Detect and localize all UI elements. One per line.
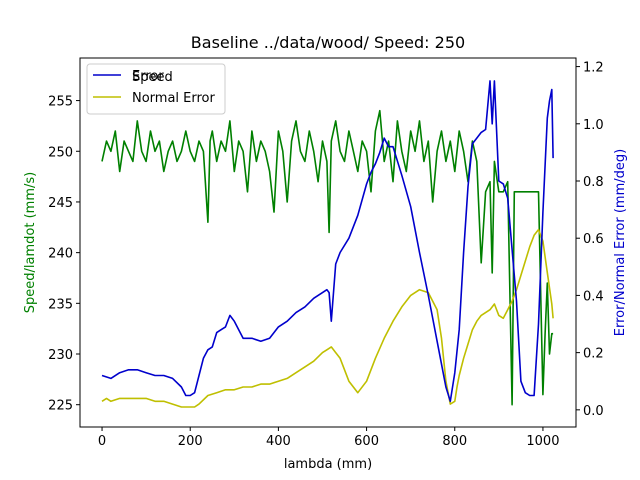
right-y-tick-label: 1.2 (583, 61, 604, 76)
x-tick-label: 400 (266, 434, 291, 449)
left-y-tick-label: 255 (48, 95, 73, 110)
x-axis: 0 200 400 600 800 1000 (98, 427, 559, 449)
right-y-tick-label: 0.8 (583, 175, 604, 190)
left-y-axis-label: Speed/lamdot (mm/s) (23, 172, 38, 313)
series-line-error (101, 80, 554, 403)
left-y-tick-label: 250 (48, 145, 73, 160)
series-layer (101, 80, 554, 408)
right-y-axis: 0.0 0.2 0.4 0.6 0.8 1.0 1.2 (576, 61, 604, 419)
legend: Speed Error Normal Error (86, 63, 226, 115)
x-tick-label: 800 (442, 434, 467, 449)
legend-hidden-entry-label: Speed (132, 70, 173, 85)
x-tick-label: 600 (354, 434, 379, 449)
series-line-speed (101, 109, 554, 406)
left-y-tick-label: 230 (48, 348, 73, 363)
x-tick-label: 0 (98, 434, 106, 449)
chart-title: Baseline ../data/wood/ Speed: 250 (191, 33, 465, 52)
x-tick-label: 200 (178, 434, 203, 449)
right-y-tick-label: 1.0 (583, 118, 604, 133)
right-y-tick-label: 0.6 (583, 232, 604, 247)
series-line-normal-error (101, 228, 554, 408)
legend-label-error: Error (132, 69, 164, 84)
right-y-tick-label: 0.2 (583, 347, 604, 362)
x-axis-label: lambda (mm) (284, 457, 372, 472)
left-y-tick-label: 245 (48, 196, 73, 211)
legend-box (86, 63, 226, 115)
x-tick-label: 1000 (526, 434, 559, 449)
left-y-tick-label: 235 (48, 297, 73, 312)
left-y-axis: 225 230 235 240 245 250 255 (48, 95, 80, 414)
right-y-axis-label: Error/Normal Error (mm/deg) (613, 149, 628, 336)
right-y-tick-label: 0.0 (583, 404, 604, 419)
plot-area-frame (79, 57, 577, 428)
left-y-tick-label: 240 (48, 247, 73, 262)
right-y-tick-label: 0.4 (583, 289, 604, 304)
left-y-tick-label: 225 (48, 399, 73, 414)
legend-label-normal-error: Normal Error (132, 91, 216, 106)
